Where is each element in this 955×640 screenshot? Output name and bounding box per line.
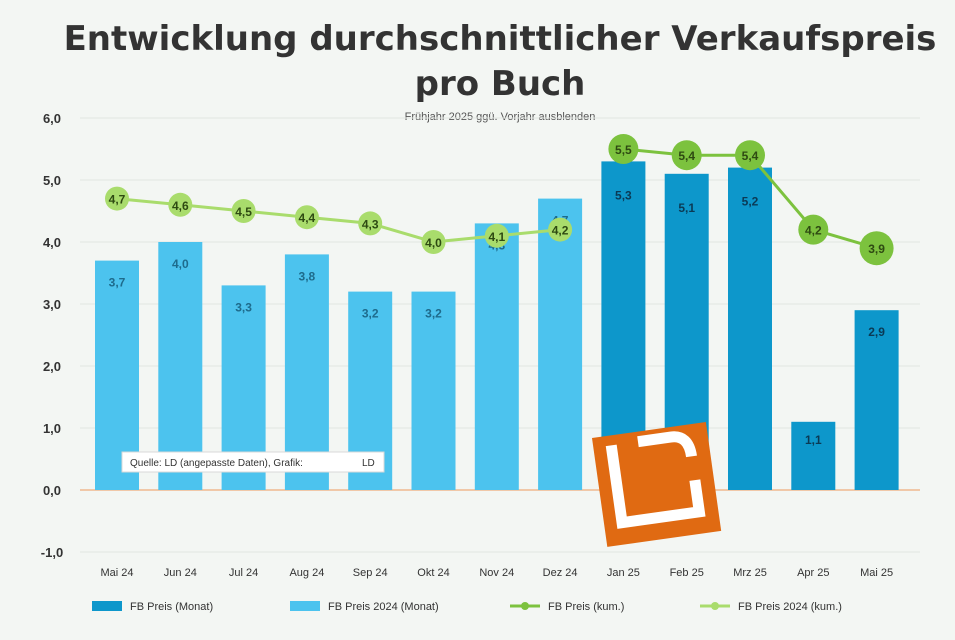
bar-label: 3,2: [362, 307, 379, 321]
line-point: [608, 134, 639, 164]
bar-label: 5,2: [742, 195, 759, 209]
x-axis: Mai 24 Jun 24 Jul 24 Aug 24 Sep 24 Okt 24 Nov …: [100, 567, 893, 579]
line-point: [671, 140, 702, 171]
source-logo-text: LD: [362, 458, 375, 469]
bar-label: 2,9: [868, 325, 885, 339]
line-label: 4,2: [805, 224, 822, 238]
x-tick-label: Mrz 25: [733, 567, 767, 579]
y-tick-label: 0,0: [43, 483, 61, 498]
bar-label: 5,1: [678, 201, 695, 215]
line-point: [859, 231, 894, 266]
legend-marker: [521, 602, 529, 610]
x-tick-label: Jan 25: [607, 567, 640, 579]
line-point: [105, 186, 129, 211]
line-label: 4,1: [488, 230, 505, 244]
bar-label: 3,8: [299, 269, 316, 283]
x-tick-label: Dez 24: [543, 567, 578, 579]
line-label: 4,4: [299, 211, 316, 225]
y-axis: 6,0 5,0 4,0 3,0 2,0 1,0 0,0 -1,0: [41, 111, 63, 560]
bar-label: 5,3: [615, 188, 632, 202]
bar-label: 3,2: [425, 307, 442, 321]
x-tick-label: Mai 25: [860, 567, 893, 579]
legend-swatch: [92, 601, 122, 611]
bar: [538, 198, 583, 490]
legend-label: FB Preis (kum.): [548, 601, 624, 613]
bars: 3,7 4,0 3,3 3,8 3,2 3,2 4,3 4,7 5,3 5,1 5,2 1,1 2,9: [95, 161, 899, 491]
y-tick-label: 2,0: [43, 359, 61, 374]
legend-label: FB Preis 2024 (kum.): [738, 601, 842, 613]
line-label: 4,6: [172, 199, 189, 213]
legend-label: FB Preis (Monat): [130, 601, 213, 613]
y-tick-label: 4,0: [43, 235, 61, 250]
chart-title-line2: pro Buch: [415, 64, 586, 104]
source-note: Quelle: LD (angepasste Daten), Grafik: L…: [121, 451, 385, 473]
x-tick-label: Aug 24: [289, 567, 324, 579]
x-tick-label: Feb 25: [670, 567, 704, 579]
y-tick-label: 3,0: [43, 297, 61, 312]
source-note-text: Quelle: LD (angepasste Daten), Grafik:: [130, 458, 303, 469]
line-point: [798, 214, 829, 245]
x-tick-label: Sep 24: [353, 567, 388, 579]
bar: [728, 167, 772, 490]
line-point: [231, 199, 256, 223]
x-tick-label: Nov 24: [479, 567, 514, 579]
line-point: [735, 140, 765, 171]
bar-label: 4,0: [172, 257, 189, 271]
x-tick-label: Jun 24: [164, 567, 197, 579]
bar-label: 3,3: [235, 300, 252, 314]
line-label: 5,4: [678, 149, 695, 163]
legend-label: FB Preis 2024 (Monat): [328, 601, 439, 613]
line-point: [421, 230, 446, 254]
lines: 4,7 4,6 4,5 4,4 4,3 4,0 4,1 4,2 5,5 5,4 5,4 4,2 3,9: [105, 134, 894, 266]
bar: [411, 291, 456, 490]
line-label: 4,7: [109, 193, 126, 207]
line-label: 4,2: [552, 224, 569, 238]
y-tick-label: 1,0: [43, 421, 61, 436]
line-point: [548, 217, 573, 242]
legend: FB Preis (Monat) FB Preis 2024 (Monat) FB …: [92, 601, 842, 613]
x-tick-label: Mai 24: [100, 567, 133, 579]
ld-logo: [592, 421, 722, 547]
y-tick-label: 6,0: [43, 111, 61, 126]
line-label: 5,5: [615, 143, 632, 157]
y-tick-label: 5,0: [43, 173, 61, 188]
x-tick-label: Jul 24: [229, 567, 258, 579]
bar: [284, 254, 329, 490]
legend-swatch: [290, 601, 320, 611]
bar: [474, 223, 519, 490]
x-tick-label: Apr 25: [797, 567, 829, 579]
line-point: [168, 192, 193, 217]
line-label: 4,3: [362, 217, 379, 231]
line-label: 4,5: [235, 205, 252, 219]
chart-title: Entwicklung durchschnittlicher Verkaufsp…: [64, 19, 937, 59]
line-label: 5,4: [742, 149, 759, 163]
bar-label: 3,7: [109, 276, 126, 290]
bar: [791, 421, 836, 490]
bar: [854, 310, 899, 490]
line-point: [294, 205, 319, 230]
chart-subtitle: Frühjahr 2025 ggü. Vorjahr ausblenden: [405, 111, 596, 123]
x-tick-label: Okt 24: [417, 567, 449, 579]
line-point: [358, 211, 383, 236]
bar-label: 1,1: [805, 433, 822, 447]
line-label: 4,0: [425, 236, 442, 250]
bar: [158, 242, 203, 490]
line-point: [484, 223, 509, 248]
legend-marker: [711, 602, 719, 610]
line-label: 3,9: [868, 242, 885, 256]
y-tick-label: -1,0: [41, 545, 63, 560]
